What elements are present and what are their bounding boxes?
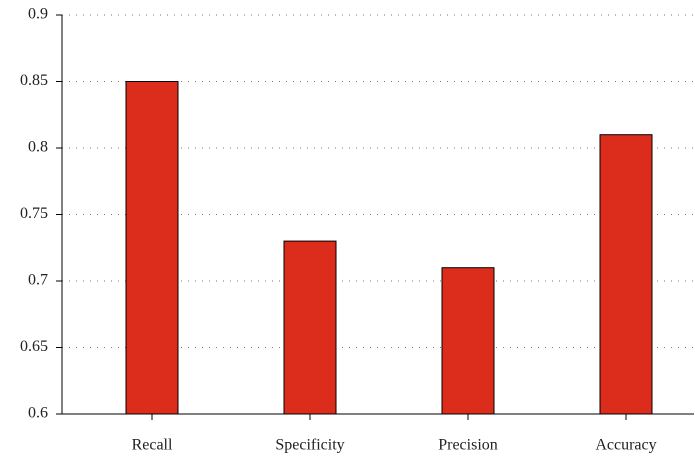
y-tick-label: 0.6 bbox=[28, 405, 48, 422]
bar bbox=[283, 240, 337, 415]
y-tick-label: 0.8 bbox=[28, 139, 48, 156]
x-tick-label: Specificity bbox=[275, 437, 344, 454]
x-tick-label: Precision bbox=[438, 437, 498, 454]
bar bbox=[441, 267, 495, 415]
y-tick-label: 0.65 bbox=[20, 338, 48, 355]
y-tick-label: 0.75 bbox=[20, 205, 48, 222]
x-tick-label: Accuracy bbox=[595, 437, 656, 454]
y-tick-label: 0.85 bbox=[20, 72, 48, 89]
y-tick-label: 0.7 bbox=[28, 272, 48, 289]
bar bbox=[599, 134, 653, 415]
bar bbox=[125, 81, 179, 415]
x-tick-label: Recall bbox=[132, 437, 173, 454]
y-tick-label: 0.9 bbox=[28, 6, 48, 23]
